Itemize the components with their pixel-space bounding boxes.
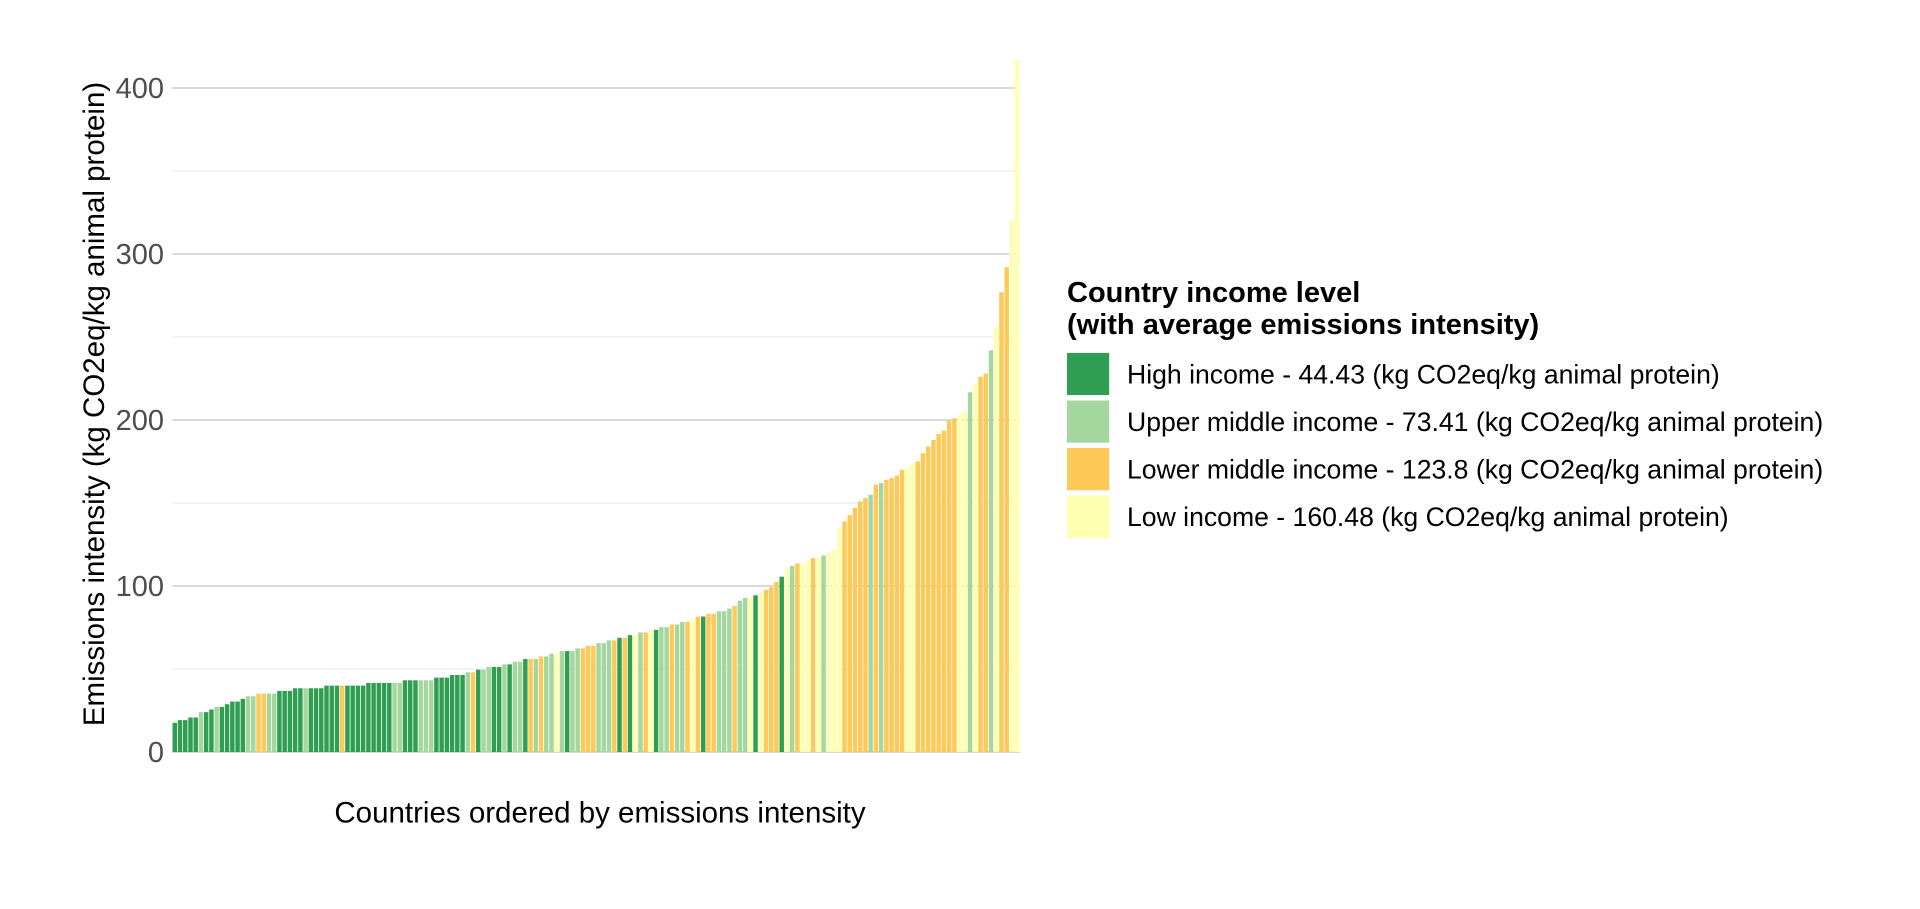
svg-text:Country income level: Country income level xyxy=(1067,277,1360,309)
svg-text:0: 0 xyxy=(148,737,164,769)
svg-text:Emissions intensity (kg CO2eq/: Emissions intensity (kg CO2eq/kg animal … xyxy=(78,82,111,726)
svg-text:Upper middle income - 73.41 (k: Upper middle income - 73.41 (kg CO2eq/kg… xyxy=(1127,407,1823,437)
svg-text:300: 300 xyxy=(116,239,164,271)
svg-text:200: 200 xyxy=(116,405,164,437)
svg-text:Countries ordered by emissions: Countries ordered by emissions intensity xyxy=(334,797,865,830)
svg-text:100: 100 xyxy=(116,571,164,603)
svg-text:High income - 44.43 (kg CO2eq/: High income - 44.43 (kg CO2eq/kg animal … xyxy=(1127,359,1720,389)
svg-text:400: 400 xyxy=(116,73,164,105)
svg-text:Low income - 160.48 (kg CO2eq/: Low income - 160.48 (kg CO2eq/kg animal … xyxy=(1127,502,1729,532)
svg-text:(with average emissions intens: (with average emissions intensity) xyxy=(1067,309,1539,341)
svg-text:Lower middle income - 123.8 (k: Lower middle income - 123.8 (kg CO2eq/kg… xyxy=(1127,454,1823,484)
